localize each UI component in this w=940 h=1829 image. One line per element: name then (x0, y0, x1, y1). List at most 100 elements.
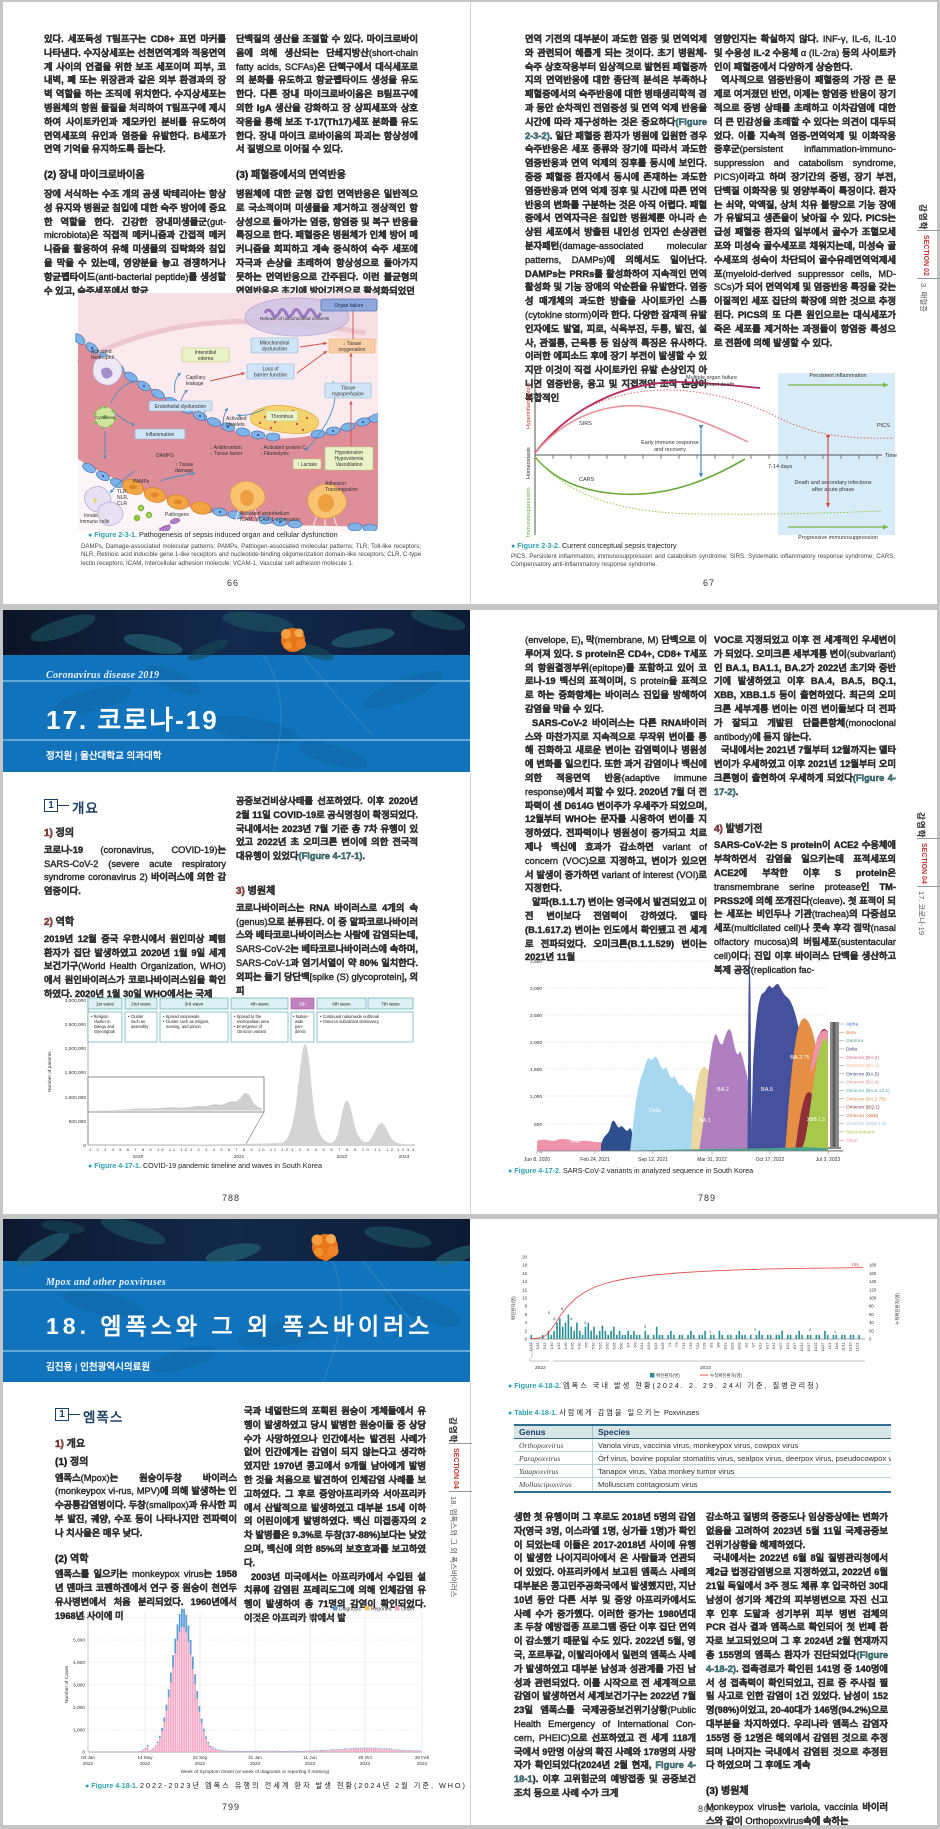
svg-text:1,000,000: 1,000,000 (65, 1095, 87, 1101)
svg-text:11/1: 11/1 (828, 1343, 832, 1350)
svg-text:5/10: 5/10 (592, 1343, 596, 1350)
svg-text:Sep 12, 2021: Sep 12, 2021 (638, 1157, 668, 1163)
svg-text:Gamma: Gamma (846, 1038, 863, 1044)
svg-text:Diagnosis: Diagnosis (339, 1607, 361, 1613)
svg-text:• Omicron subvariant dominancy: • Omicron subvariant dominancy (320, 1019, 380, 1024)
svg-text:CARS: CARS (579, 477, 595, 483)
svg-text:edema: edema (198, 356, 214, 362)
svg-text:ICAM, VCAM-1 expression: ICAM, VCAM-1 expression (240, 517, 300, 523)
svg-text:9/17: 9/17 (765, 1343, 769, 1350)
svg-text:2: 2 (754, 1328, 756, 1332)
svg-text:9/12: 9/12 (758, 1343, 762, 1350)
svg-text:damage: damage (175, 468, 193, 474)
svg-text:0: 0 (869, 1337, 872, 1342)
svg-text:Omicron (XBB.1.5): Omicron (XBB.1.5) (846, 1121, 887, 1127)
svg-text:1 2 3 4 5 6 7 8 9 10 11 12: 1 2 3 4 5 6 7 8 9 10 11 12 (291, 1147, 394, 1152)
svg-text:5/25: 5/25 (612, 1343, 616, 1350)
svg-text:22 Sep: 22 Sep (193, 1755, 208, 1760)
svg-text:Recombinant: Recombinant (846, 1130, 875, 1136)
svg-text:Endothelial dysfunction: Endothelial dysfunction (155, 404, 207, 410)
svg-text:Omicron (BA.1): Omicron (BA.1) (846, 1063, 879, 1069)
svg-text:4th wave: 4th wave (250, 1002, 269, 1007)
svg-text:10/17: 10/17 (807, 1343, 811, 1352)
svg-text:2,000: 2,000 (73, 1705, 85, 1711)
svg-text:4/20: 4/20 (564, 1343, 568, 1350)
svg-text:Persistent inflammation: Persistent inflammation (809, 373, 866, 379)
svg-text:Omicron (BA.5): Omicron (BA.5) (846, 1071, 879, 1077)
svg-text:180: 180 (869, 1263, 877, 1268)
svg-text:Omicron (XBB): Omicron (XBB) (846, 1113, 879, 1119)
svg-text:Feb 24, 2021: Feb 24, 2021 (580, 1157, 610, 1163)
svg-text:BA.2: BA.2 (717, 1087, 729, 1093)
svg-text:확진환자(명): 확진환자(명) (510, 1296, 517, 1320)
svg-text:7-14 days: 7-14 days (768, 464, 792, 470)
svg-text:2023: 2023 (360, 1761, 371, 1766)
svg-text:5/15: 5/15 (599, 1343, 603, 1350)
svg-text:16: 16 (522, 1271, 527, 1276)
svg-text:2nd wave: 2nd wave (131, 1002, 151, 1007)
svg-text:nursing, and prison: nursing, and prison (166, 1024, 202, 1029)
svg-text:2020: 2020 (133, 1154, 144, 1160)
svg-text:14 May: 14 May (137, 1755, 153, 1760)
svg-text:100: 100 (869, 1296, 877, 1301)
svg-text:9/27: 9/27 (779, 1343, 783, 1350)
svg-text:2022: 2022 (337, 1154, 348, 1160)
svg-text:6th wave: 6th wave (332, 1002, 351, 1007)
svg-text:Pathogens: Pathogens (165, 512, 189, 518)
svg-text:Delta: Delta (649, 1108, 661, 1114)
svg-text:8/13: 8/13 (724, 1343, 728, 1350)
svg-text:7/14: 7/14 (682, 1343, 686, 1350)
svg-text:3/13: 3/13 (543, 1343, 547, 1350)
svg-text:Omicron (BA.2.75): Omicron (BA.2.75) (846, 1096, 886, 1102)
svg-text:2023: 2023 (700, 1365, 711, 1371)
svg-text:80: 80 (869, 1304, 874, 1309)
svg-text:4: 4 (553, 1317, 555, 1321)
svg-text:7th wave: 7th wave (381, 1002, 400, 1007)
svg-text:Onset: Onset (401, 1607, 415, 1613)
svg-text:1,000: 1,000 (73, 1728, 85, 1734)
svg-text:BA.2.75: BA.2.75 (790, 1055, 810, 1061)
svg-text:10/12: 10/12 (800, 1343, 804, 1352)
svg-text:7/19: 7/19 (689, 1343, 693, 1350)
svg-text:DAMPS: DAMPS (156, 453, 174, 459)
svg-text:10/22: 10/22 (814, 1343, 818, 1352)
svg-text:4/30: 4/30 (578, 1343, 582, 1350)
svg-text:↓ Fibrinolysis: ↓ Fibrinolysis (260, 451, 289, 457)
svg-text:4/25: 4/25 (571, 1343, 575, 1350)
svg-text:PAMPs: PAMPs (133, 479, 150, 485)
svg-text:7/4: 7/4 (668, 1343, 672, 1348)
svg-text:Thrombus: Thrombus (271, 414, 294, 420)
svg-text:Omicron (BA.2.12.1): Omicron (BA.2.12.1) (846, 1088, 890, 1094)
svg-text:140: 140 (869, 1279, 877, 1284)
svg-text:3,500: 3,500 (530, 959, 542, 965)
svg-text:120: 120 (869, 1287, 877, 1292)
svg-text:9/7: 9/7 (751, 1343, 755, 1348)
svg-text:2023: 2023 (399, 1154, 410, 1160)
svg-text:8/23: 8/23 (731, 1343, 735, 1350)
svg-text:11/6: 11/6 (835, 1343, 839, 1350)
svg-text:leakage: leakage (186, 381, 204, 387)
svg-text:6/14: 6/14 (640, 1343, 644, 1350)
svg-text:and fulminant death: and fulminant death (686, 382, 734, 388)
svg-text:10/2: 10/2 (786, 1343, 790, 1350)
svg-text:Multiple organ failure: Multiple organ failure (686, 375, 737, 381)
svg-text:Homeostasis: Homeostasis (526, 447, 532, 479)
svg-text:2022: 2022 (83, 1761, 94, 1766)
svg-text:5,000: 5,000 (73, 1638, 85, 1644)
svg-text:12: 12 (522, 1287, 527, 1292)
svg-text:d: d (148, 514, 150, 518)
svg-text:1/15: 1/15 (536, 1343, 540, 1350)
svg-text:hypoperfusion: hypoperfusion (332, 392, 364, 398)
svg-text:oxygenation: oxygenation (339, 347, 366, 353)
svg-text:20 Oct: 20 Oct (358, 1755, 372, 1760)
svg-text:Cytokines: Cytokines (95, 415, 116, 420)
svg-text:CLR: CLR (117, 501, 127, 507)
svg-text:6/19: 6/19 (647, 1343, 651, 1350)
svg-text:2023: 2023 (250, 1761, 261, 1766)
svg-text:60: 60 (869, 1312, 874, 1317)
svg-text:Early immune response: Early immune response (641, 440, 699, 446)
svg-text:0: 0 (83, 1143, 86, 1149)
svg-text:assembly: assembly (131, 1024, 149, 1029)
svg-text:Week of Symptom Onset (or week: Week of Symptom Onset (or week of diagno… (181, 1769, 330, 1775)
svg-text:↑ Lactate: ↑ Lactate (297, 462, 318, 468)
